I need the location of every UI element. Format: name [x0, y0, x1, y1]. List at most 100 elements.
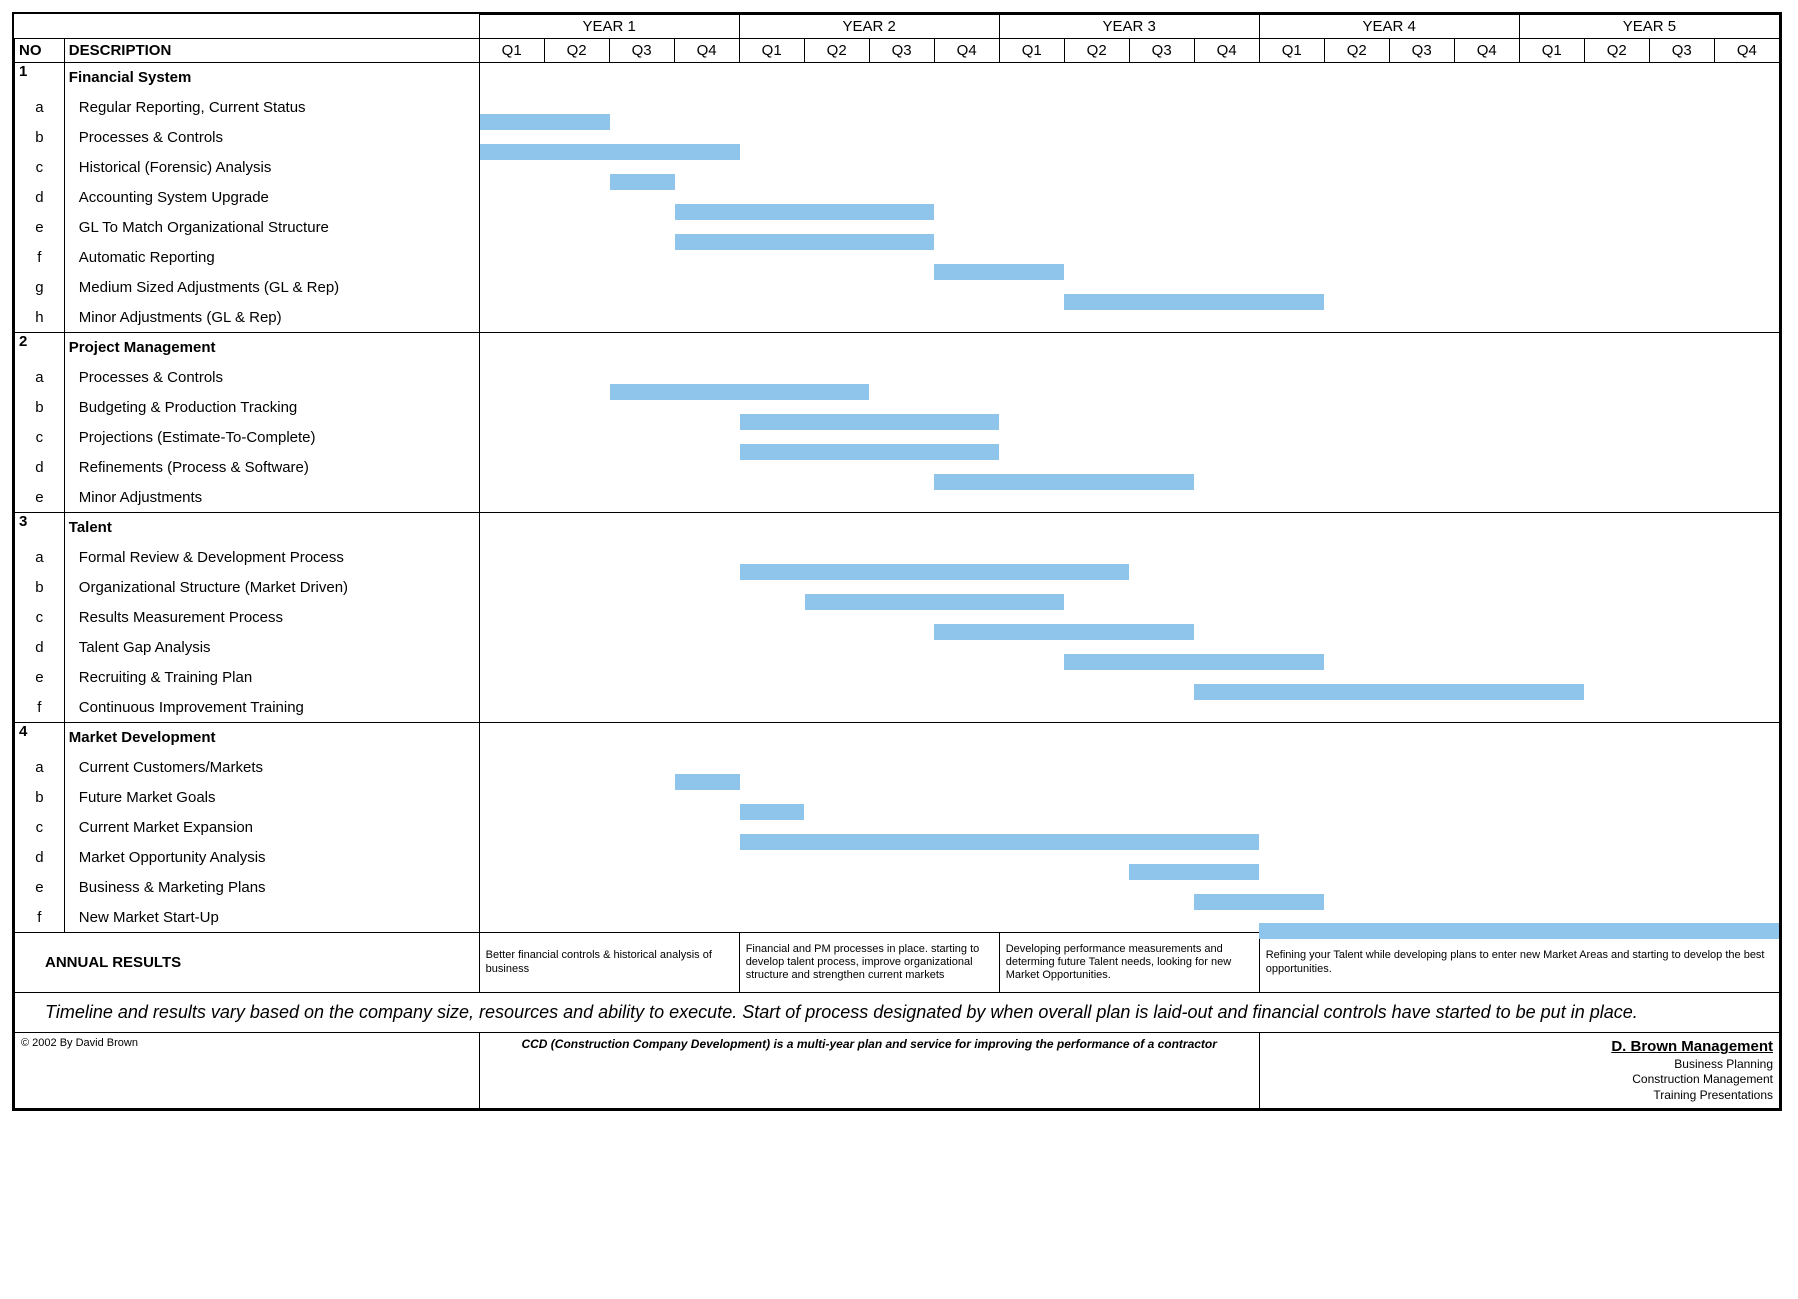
- gantt-bar: [934, 264, 1064, 280]
- section-number: 4: [15, 723, 65, 753]
- task-label: Formal Review & Development Process: [64, 543, 479, 573]
- section-title: Financial System: [64, 63, 479, 93]
- quarter-header: Q4: [1194, 39, 1259, 63]
- brand-line: Business Planning: [1266, 1057, 1773, 1073]
- task-id: a: [15, 363, 65, 393]
- timeline-cell: [479, 903, 1779, 933]
- gantt-bar: [1064, 294, 1324, 310]
- gantt-bar: [740, 804, 805, 820]
- quarter-header: Q3: [869, 39, 934, 63]
- timeline-cell: [479, 543, 1779, 573]
- gantt-bar: [610, 384, 870, 400]
- section-title: Talent: [64, 513, 479, 543]
- task-label: Organizational Structure (Market Driven): [64, 573, 479, 603]
- year-header: YEAR 3: [999, 15, 1259, 39]
- task-label: Current Market Expansion: [64, 813, 479, 843]
- section-title: Market Development: [64, 723, 479, 753]
- task-id: b: [15, 123, 65, 153]
- brand-name: D. Brown Management: [1266, 1037, 1773, 1057]
- quarter-header: Q1: [739, 39, 804, 63]
- timeline-cell: [479, 813, 1779, 843]
- task-label: Processes & Controls: [64, 123, 479, 153]
- task-label: Automatic Reporting: [64, 243, 479, 273]
- col-header-description: DESCRIPTION: [64, 39, 479, 63]
- task-id: g: [15, 273, 65, 303]
- year-header: YEAR 5: [1519, 15, 1779, 39]
- gantt-bar: [610, 174, 675, 190]
- annual-result-text: Developing performance measurements and …: [999, 933, 1259, 993]
- task-id: a: [15, 543, 65, 573]
- gantt-bar: [740, 414, 1000, 430]
- quarter-header: Q4: [1454, 39, 1519, 63]
- task-label: Market Opportunity Analysis: [64, 843, 479, 873]
- task-label: Recruiting & Training Plan: [64, 663, 479, 693]
- section-number: 1: [15, 63, 65, 93]
- gantt-bar: [934, 474, 1194, 490]
- gantt-chart: YEAR 1YEAR 2YEAR 3YEAR 4YEAR 5NODESCRIPT…: [12, 12, 1782, 1111]
- gantt-bar: [675, 234, 935, 250]
- timeline-cell: [479, 423, 1779, 453]
- gantt-table: YEAR 1YEAR 2YEAR 3YEAR 4YEAR 5NODESCRIPT…: [14, 14, 1780, 1109]
- task-id: f: [15, 903, 65, 933]
- task-label: Budgeting & Production Tracking: [64, 393, 479, 423]
- task-label: Processes & Controls: [64, 363, 479, 393]
- task-id: h: [15, 303, 65, 333]
- task-id: d: [15, 453, 65, 483]
- task-label: Business & Marketing Plans: [64, 873, 479, 903]
- quarter-header: Q3: [1649, 39, 1714, 63]
- brand-line: Training Presentations: [1266, 1088, 1773, 1104]
- timeline-cell: [479, 123, 1779, 153]
- quarter-header: Q4: [674, 39, 739, 63]
- gantt-bar: [740, 834, 1260, 850]
- timeline-cell: [479, 603, 1779, 633]
- section-number: 3: [15, 513, 65, 543]
- task-id: f: [15, 693, 65, 723]
- annual-results-label: ANNUAL RESULTS: [15, 933, 480, 993]
- task-label: Continuous Improvement Training: [64, 693, 479, 723]
- task-id: a: [15, 753, 65, 783]
- gantt-bar: [740, 564, 1130, 580]
- timeline-cell: [479, 753, 1779, 783]
- gantt-bar: [740, 444, 1000, 460]
- gantt-bar: [1259, 923, 1779, 939]
- task-label: Accounting System Upgrade: [64, 183, 479, 213]
- timeline-cell: [479, 273, 1779, 303]
- task-id: b: [15, 393, 65, 423]
- timeline-cell: [479, 363, 1779, 393]
- task-id: c: [15, 813, 65, 843]
- task-label: New Market Start-Up: [64, 903, 479, 933]
- footer-brand-block: D. Brown ManagementBusiness PlanningCons…: [1259, 1033, 1779, 1108]
- task-label: Minor Adjustments: [64, 483, 479, 513]
- gantt-bar: [1194, 894, 1324, 910]
- task-id: e: [15, 873, 65, 903]
- task-id: c: [15, 603, 65, 633]
- gantt-bar: [934, 624, 1194, 640]
- task-label: Current Customers/Markets: [64, 753, 479, 783]
- quarter-header: Q1: [479, 39, 544, 63]
- timeline-cell: [479, 573, 1779, 603]
- task-id: e: [15, 483, 65, 513]
- task-id: e: [15, 663, 65, 693]
- quarter-header: Q1: [1259, 39, 1324, 63]
- task-label: Historical (Forensic) Analysis: [64, 153, 479, 183]
- section-title: Project Management: [64, 333, 479, 363]
- gantt-bar: [805, 594, 1065, 610]
- quarter-header: Q4: [1714, 39, 1779, 63]
- quarter-header: Q2: [544, 39, 609, 63]
- timeline-cell: [479, 513, 1779, 543]
- task-label: Talent Gap Analysis: [64, 633, 479, 663]
- timeline-cell: [479, 693, 1779, 723]
- task-label: Refinements (Process & Software): [64, 453, 479, 483]
- task-label: GL To Match Organizational Structure: [64, 213, 479, 243]
- gantt-bar: [1129, 864, 1259, 880]
- gantt-bar: [675, 774, 740, 790]
- year-header: YEAR 4: [1259, 15, 1519, 39]
- task-id: c: [15, 423, 65, 453]
- quarter-header: Q3: [1389, 39, 1454, 63]
- task-label: Regular Reporting, Current Status: [64, 93, 479, 123]
- task-label: Medium Sized Adjustments (GL & Rep): [64, 273, 479, 303]
- footer-main-text: CCD (Construction Company Development) i…: [479, 1033, 1259, 1108]
- task-id: a: [15, 93, 65, 123]
- task-id: f: [15, 243, 65, 273]
- task-id: c: [15, 153, 65, 183]
